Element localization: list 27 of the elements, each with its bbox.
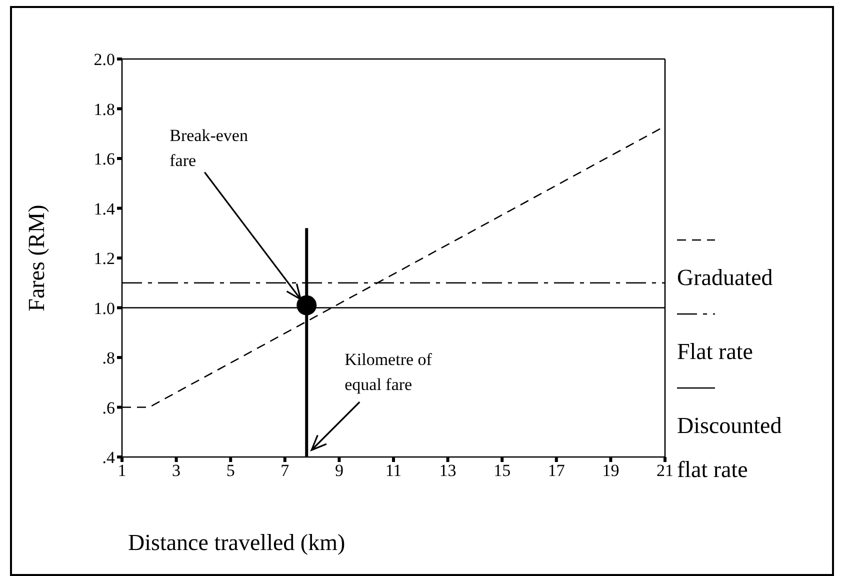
- annotation: Break-even fare: [170, 125, 249, 172]
- y-tick-label: 1.4: [94, 199, 116, 218]
- legend-label: Graduated: [677, 264, 774, 292]
- x-tick-label: 5: [226, 461, 235, 480]
- x-tick-label: 21: [656, 461, 674, 480]
- x-tick-label: 11: [385, 461, 402, 480]
- x-tick-label: 3: [172, 461, 181, 480]
- y-tick-label: 1.6: [94, 150, 115, 169]
- y-tick-label: .4: [102, 448, 116, 468]
- y-tick-label: 1.8: [94, 100, 115, 119]
- y-tick-label: .8: [102, 348, 115, 368]
- annotation: Kilometre of equal fare: [344, 349, 433, 396]
- y-tick-label: 1.2: [94, 249, 115, 268]
- x-tick-label: 7: [280, 461, 290, 480]
- legend-label: Flat rate: [677, 338, 754, 366]
- legend-label: Discounted flat rate: [677, 412, 783, 484]
- text: 1.0: [94, 298, 115, 318]
- x-tick-label: 19: [602, 461, 620, 480]
- y-axis-title: Fares (RM): [24, 204, 50, 312]
- text: 2.0: [94, 50, 115, 70]
- x-axis-title: Distance travelled (km): [128, 530, 346, 555]
- x-tick-label: 17: [548, 461, 566, 480]
- x-tick-label: 13: [439, 461, 456, 480]
- x-tick-label: 9: [334, 461, 344, 480]
- y-tick-label: .6: [102, 398, 115, 418]
- x-tick-label: 1: [118, 461, 126, 480]
- x-tick-label: 15: [494, 461, 511, 480]
